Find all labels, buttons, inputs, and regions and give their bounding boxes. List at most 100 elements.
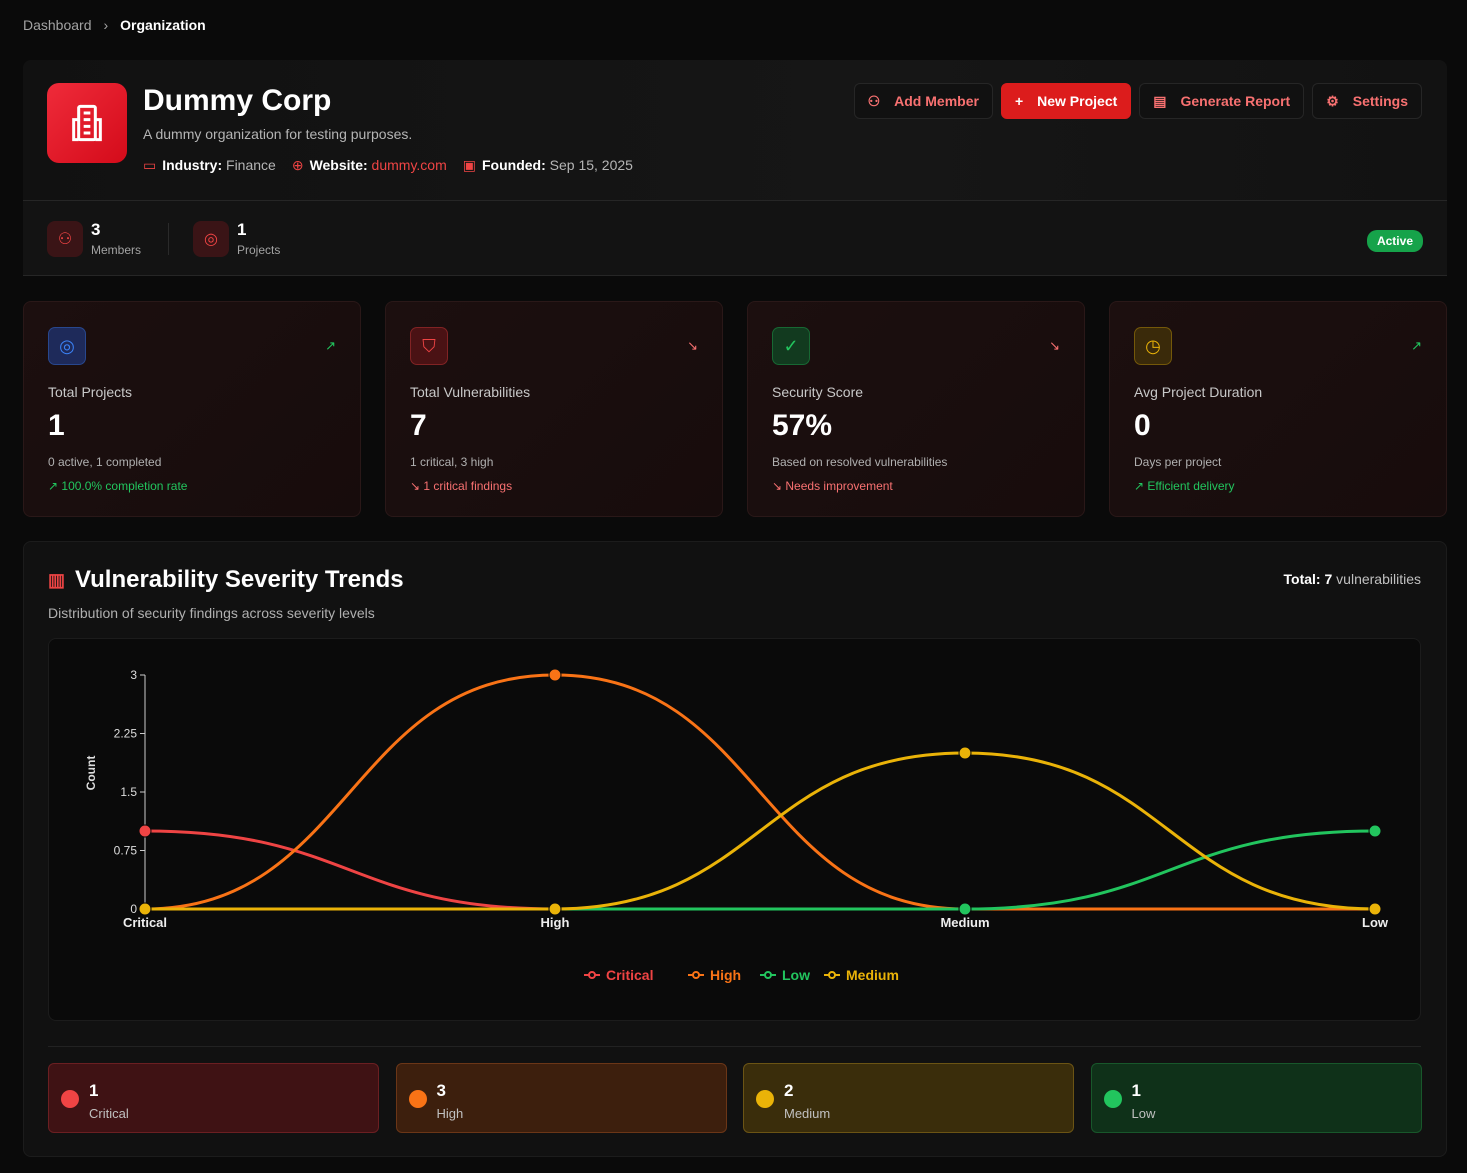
- severity-dot: [408, 1090, 427, 1108]
- y-tick-label: 1.5: [120, 785, 137, 799]
- point-medium-medium[interactable]: [958, 746, 972, 760]
- card-footnote: 100.0% completion rate: [61, 479, 188, 493]
- trends-total: Total: 7 vulnerabilities: [1284, 571, 1421, 587]
- trends-subtitle: Distribution of security findings across…: [48, 605, 375, 621]
- trend-down-icon: ↘: [410, 479, 424, 493]
- y-axis-label: Count: [84, 756, 98, 791]
- trend-up-icon: ↗: [1411, 338, 1422, 353]
- legend-label: Low: [782, 967, 810, 983]
- founded-label: Founded:: [481, 157, 546, 173]
- settings-button[interactable]: ⚙ Settings: [1312, 83, 1422, 119]
- point-medium-high[interactable]: [548, 902, 562, 916]
- status-badge: Active: [1366, 230, 1423, 252]
- calendar-icon: ▣: [462, 157, 476, 173]
- legend-item-low[interactable]: Low: [760, 967, 810, 983]
- legend-item-medium[interactable]: Medium: [824, 967, 899, 983]
- plus-icon: +: [1014, 93, 1024, 109]
- file-icon: ▤: [1153, 92, 1167, 109]
- founded-value: Sep 15, 2025: [549, 157, 633, 173]
- divider: [48, 1046, 1421, 1047]
- website-label: Website:: [309, 157, 368, 173]
- severity-summary-medium: 2 Medium: [743, 1063, 1074, 1133]
- members-stat: ⚇ 3 Members: [47, 220, 141, 257]
- projects-stat: ◎ 1 Projects: [193, 220, 280, 257]
- target-icon: ◎: [193, 220, 229, 257]
- card-value: 57%: [772, 409, 833, 442]
- card-value: 1: [48, 409, 65, 442]
- card-footnote: Needs improvement: [785, 479, 893, 493]
- legend-marker-icon: [828, 971, 836, 979]
- legend-item-high[interactable]: High: [688, 967, 741, 983]
- gear-icon: ⚙: [1326, 92, 1339, 109]
- y-tick-label: 3: [130, 668, 137, 682]
- legend-label: High: [710, 967, 741, 983]
- severity-count: 1: [1131, 1081, 1141, 1100]
- card-subtext: Days per project: [1134, 455, 1222, 469]
- stat-card: ◎ ↗ Total Projects 1 0 active, 1 complet…: [23, 301, 361, 517]
- card-value: 0: [1134, 409, 1151, 442]
- point-high-high[interactable]: [548, 668, 562, 682]
- industry-value: Finance: [226, 157, 276, 173]
- point-low-medium[interactable]: [958, 902, 972, 916]
- x-tick-label: Medium: [940, 915, 989, 930]
- legend-marker-icon: [692, 971, 700, 979]
- add-member-button[interactable]: ⚇ Add Member: [853, 83, 993, 119]
- stat-card: ◷ ↗ Avg Project Duration 0 Days per proj…: [1109, 301, 1447, 517]
- x-tick-label: High: [541, 915, 570, 930]
- card-label: Total Projects: [48, 384, 133, 400]
- legend-item-critical[interactable]: Critical: [584, 967, 653, 983]
- point-medium-critical[interactable]: [138, 902, 152, 916]
- members-label: Members: [91, 243, 142, 257]
- severity-summary-low: 1 Low: [1090, 1063, 1422, 1133]
- chart-container: [48, 638, 1421, 1021]
- card-value: 7: [410, 409, 427, 442]
- trend-up-icon: ↗: [1134, 479, 1148, 493]
- projects-count: 1: [237, 220, 247, 239]
- breadcrumb-dashboard[interactable]: Dashboard: [23, 17, 92, 33]
- severity-dot: [61, 1090, 79, 1108]
- severity-label: Critical: [89, 1106, 129, 1121]
- website-link[interactable]: dummy.com: [371, 157, 447, 173]
- card-label: Security Score: [772, 384, 864, 400]
- card-subtext: 1 critical, 3 high: [410, 455, 494, 469]
- trends-title: ▥ Vulnerability Severity Trends: [48, 566, 404, 594]
- users-icon: ⚇: [47, 220, 83, 257]
- chevron-right-icon: ›: [103, 17, 109, 33]
- projects-label: Projects: [237, 243, 281, 257]
- breadcrumb: Dashboard › Organization: [23, 17, 206, 33]
- new-project-button[interactable]: + New Project: [1000, 83, 1132, 119]
- severity-label: High: [436, 1106, 464, 1121]
- series-line-critical: [144, 829, 1375, 911]
- trend-up-icon: ↗: [48, 479, 62, 493]
- y-tick-label: 0.75: [114, 844, 138, 858]
- trend-down-icon: ↘: [772, 479, 786, 493]
- severity-dot: [1103, 1090, 1122, 1108]
- point-critical-critical[interactable]: [138, 824, 152, 838]
- point-medium-low[interactable]: [1368, 902, 1382, 916]
- members-count: 3: [91, 220, 101, 239]
- total-value: 7: [1324, 571, 1333, 587]
- severity-count: 2: [784, 1081, 794, 1100]
- generate-report-button[interactable]: ▤ Generate Report: [1139, 83, 1305, 119]
- total-label: Total:: [1283, 571, 1321, 587]
- new-project-label: New Project: [1037, 93, 1118, 109]
- severity-label: Low: [1131, 1106, 1156, 1121]
- total-suffix: vulnerabilities: [1336, 571, 1421, 587]
- x-tick-label: Low: [1362, 915, 1389, 930]
- header-actions: ⚇ Add Member + New Project ▤ Generate Repor…: [853, 83, 1422, 119]
- legend-marker-icon: [588, 971, 596, 979]
- org-stats-bar: ⚇ 3 Members ◎ 1 Projects Active: [23, 200, 1447, 276]
- trend-down-icon: ↘: [1049, 338, 1060, 353]
- legend-label: Critical: [606, 967, 653, 983]
- trend-down-icon: ↘: [687, 338, 698, 353]
- globe-icon: ⊕: [291, 157, 304, 173]
- point-low-low[interactable]: [1368, 824, 1382, 838]
- stat-card: ✓ ↘ Security Score 57% Based on resolved…: [747, 301, 1085, 517]
- series-line-medium: [144, 751, 1376, 911]
- org-meta: ▭ Industry: Finance ⊕ Website: dummy.com ▣…: [143, 157, 633, 174]
- add-member-label: Add Member: [894, 93, 979, 109]
- bar-chart-icon: ▥: [48, 569, 66, 590]
- y-tick-label: 2.25: [114, 727, 138, 741]
- legend-marker-icon: [764, 971, 772, 979]
